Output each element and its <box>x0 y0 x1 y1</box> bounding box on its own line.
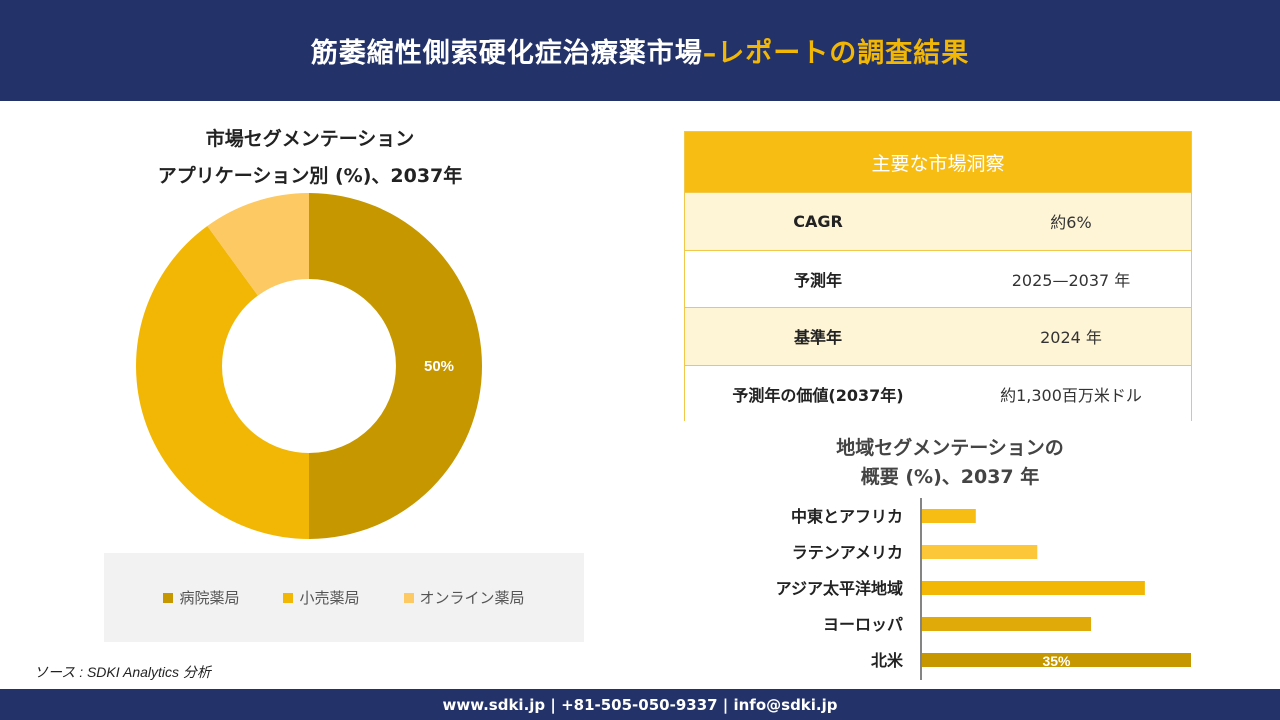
donut-data-label: 50% <box>424 358 454 375</box>
insights-header: 主要な市場洞察 <box>685 132 1191 192</box>
bar-category-label: アジア太平洋地域 <box>776 579 903 598</box>
insight-row-forecast-year: 予測年 2025—2037 年 <box>685 249 1191 307</box>
insight-value: 2025—2037 年 <box>1011 270 1131 290</box>
bar-category-label: ラテンアメリカ <box>792 543 903 562</box>
donut-slice-3 <box>207 193 309 296</box>
bar-2 <box>922 545 1038 559</box>
donut-legend: 病院薬局 小売薬局 オンライン薬局 <box>104 553 584 642</box>
legend-item: 病院薬局 <box>163 587 239 608</box>
legend-label: オンライン薬局 <box>419 589 525 607</box>
donut-slice-1 <box>309 193 482 539</box>
donut-title-line1: 市場セグメンテーション <box>205 128 415 150</box>
insight-label: 基準年 <box>793 328 842 348</box>
header-banner: 筋萎縮性側索硬化症治療薬市場 –レポートの調査結果 <box>0 0 1280 101</box>
insight-value: 2024 年 <box>1040 328 1102 348</box>
bar-title-line1: 地域セグメンテーションの <box>836 437 1064 459</box>
donut-slice-2 <box>136 226 309 540</box>
page-title: 筋萎縮性側索硬化症治療薬市場 <box>310 38 703 69</box>
legend-label: 病院薬局 <box>179 589 240 607</box>
insight-label: 予測年の価値(2037年) <box>732 385 904 405</box>
donut-title-line2: アプリケーション別 (%)、2037年 <box>157 165 463 187</box>
page-title-accent: –レポートの調査結果 <box>702 38 970 69</box>
application-donut-chart: 50% <box>136 193 482 540</box>
key-insights-table: 主要な市場洞察 CAGR 約6% 予測年 2025—2037 年 基準年 202… <box>684 131 1192 422</box>
insight-row-cagr: CAGR 約6% <box>685 192 1191 250</box>
bar-4 <box>922 617 1092 631</box>
legend-item: オンライン薬局 <box>403 587 525 608</box>
bar-1 <box>922 509 976 523</box>
bar-category-label: 中東とアフリカ <box>791 507 903 526</box>
insight-label: CAGR <box>793 211 843 231</box>
footer-banner: www.sdki.jp | +81-505-050-9337 | info@sd… <box>0 689 1280 720</box>
insight-value: 約1,300百万米ドル <box>1000 385 1142 405</box>
bar-data-label: 35% <box>1042 653 1071 669</box>
source-note: ソース : SDKI Analytics 分析 <box>34 664 211 680</box>
insight-row-base-year: 基準年 2024 年 <box>685 307 1191 365</box>
bar-category-label: ヨーロッパ <box>823 615 903 634</box>
contact-info: www.sdki.jp | +81-505-050-9337 | info@sd… <box>442 695 838 714</box>
legend-swatch <box>283 592 294 603</box>
legend-swatch <box>163 592 174 603</box>
legend-label: 小売薬局 <box>299 589 360 607</box>
bar-title-line2: 概要 (%)、2037 年 <box>860 466 1040 488</box>
legend-swatch <box>403 592 414 603</box>
legend-item: 小売薬局 <box>283 587 360 608</box>
bar-category-label: 北米 <box>871 651 904 670</box>
insight-row-forecast-value: 予測年の価値(2037年) 約1,300百万米ドル <box>685 364 1191 422</box>
bar-5 <box>922 653 1191 667</box>
bar-3 <box>922 581 1145 595</box>
insight-value: 約6% <box>1050 213 1092 233</box>
insight-label: 予測年 <box>793 270 842 290</box>
